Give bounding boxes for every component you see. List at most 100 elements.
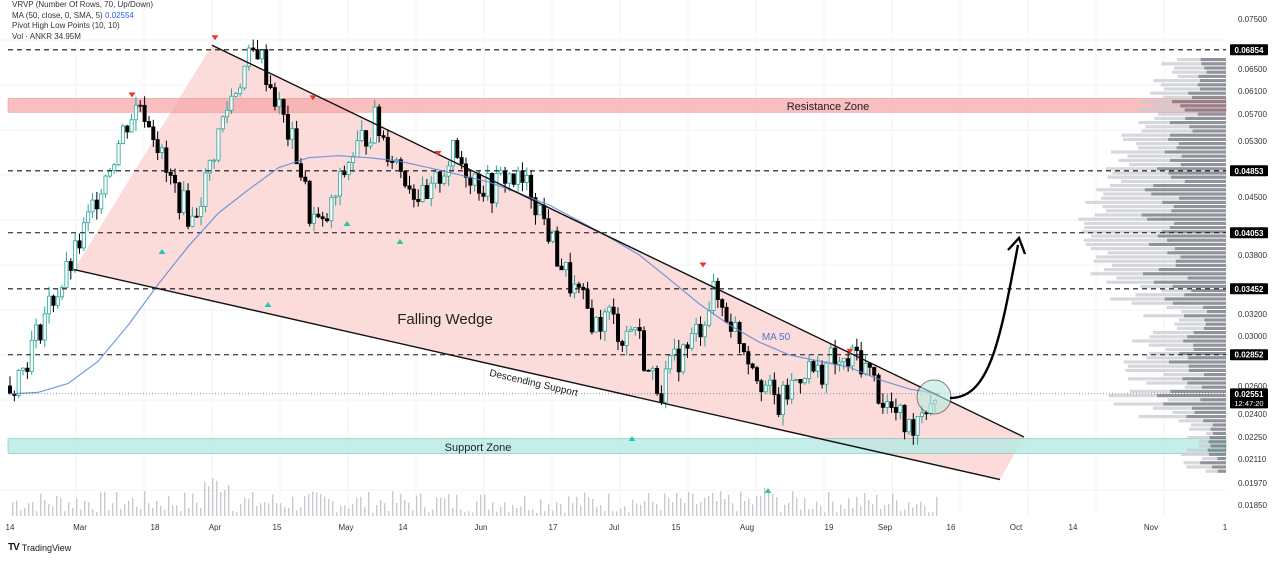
candle-body[interactable] (151, 126, 156, 141)
candle-body[interactable] (320, 216, 325, 220)
candle-body[interactable] (142, 104, 147, 122)
candle-body[interactable] (811, 361, 816, 372)
candle-body[interactable] (490, 173, 495, 204)
candle-body[interactable] (798, 379, 803, 384)
candle-body[interactable] (420, 185, 425, 202)
candle-body[interactable] (60, 287, 65, 298)
candle-body[interactable] (694, 323, 699, 334)
candle-body[interactable] (676, 348, 681, 373)
candle-body[interactable] (146, 121, 151, 128)
candle-body[interactable] (338, 171, 343, 197)
candle-body[interactable] (624, 330, 629, 346)
candle-body[interactable] (199, 206, 204, 217)
candle-body[interactable] (264, 49, 269, 85)
candle-body[interactable] (181, 190, 186, 213)
candle-body[interactable] (720, 299, 725, 308)
candle-body[interactable] (681, 344, 686, 373)
candle-body[interactable] (368, 142, 373, 147)
candle-body[interactable] (203, 172, 208, 207)
candle-body[interactable] (246, 47, 251, 67)
candle-body[interactable] (86, 211, 91, 224)
candle-body[interactable] (468, 176, 473, 186)
candle-body[interactable] (850, 346, 855, 367)
candle-body[interactable] (854, 346, 859, 351)
candle-body[interactable] (359, 130, 364, 141)
price-tag[interactable]: 0.03452 (1230, 283, 1268, 295)
candle-body[interactable] (173, 174, 178, 184)
candle-body[interactable] (481, 192, 486, 197)
candle-body[interactable] (285, 113, 290, 140)
candle-body[interactable] (220, 116, 225, 130)
candle-body[interactable] (238, 87, 243, 94)
candle-body[interactable] (750, 363, 755, 369)
candle-body[interactable] (112, 164, 117, 171)
candle-body[interactable] (351, 156, 356, 164)
candle-body[interactable] (216, 128, 221, 161)
candle-body[interactable] (863, 362, 868, 375)
candle-body[interactable] (294, 128, 299, 165)
candle-body[interactable] (120, 125, 125, 144)
candle-body[interactable] (702, 324, 707, 338)
candle-body[interactable] (672, 348, 677, 357)
candle-body[interactable] (828, 347, 833, 364)
candle-body[interactable] (633, 327, 638, 331)
candle-body[interactable] (177, 182, 182, 213)
candle-body[interactable] (529, 174, 534, 199)
candle-body[interactable] (781, 384, 786, 415)
candle-body[interactable] (620, 341, 625, 346)
candle-body[interactable] (585, 289, 590, 309)
candle-body[interactable] (38, 324, 43, 341)
candle-body[interactable] (655, 368, 660, 394)
candle-body[interactable] (689, 333, 694, 349)
candle-body[interactable] (576, 283, 581, 288)
candle-body[interactable] (607, 306, 612, 313)
candle-body[interactable] (794, 379, 799, 381)
candle-body[interactable] (776, 394, 781, 415)
breakout-arrow[interactable] (949, 244, 1020, 400)
breakout-circle[interactable] (916, 379, 952, 415)
candle-body[interactable] (7, 385, 12, 394)
candle-body[interactable] (615, 313, 620, 342)
candle-body[interactable] (898, 404, 903, 413)
candle-body[interactable] (311, 213, 316, 224)
candle-body[interactable] (537, 205, 542, 216)
candle-body[interactable] (429, 182, 434, 199)
candle-body[interactable] (129, 119, 134, 133)
candle-body[interactable] (815, 364, 820, 372)
candle-body[interactable] (807, 361, 812, 379)
candle-body[interactable] (477, 173, 482, 194)
candle-body[interactable] (668, 355, 673, 370)
candle-body[interactable] (563, 262, 568, 271)
candle-body[interactable] (81, 222, 86, 249)
candle-body[interactable] (42, 313, 47, 341)
candle-body[interactable] (329, 196, 334, 222)
candle-body[interactable] (307, 180, 312, 224)
candle-body[interactable] (51, 295, 56, 306)
candle-body[interactable] (272, 87, 277, 107)
candle-body[interactable] (225, 109, 230, 118)
candle-body[interactable] (498, 170, 503, 174)
candle-body[interactable] (746, 351, 751, 365)
candle-body[interactable] (229, 95, 234, 111)
candle-body[interactable] (841, 358, 846, 363)
candle-body[interactable] (642, 330, 647, 371)
candle-body[interactable] (34, 324, 39, 341)
candle-body[interactable] (333, 195, 338, 198)
candle-body[interactable] (403, 170, 408, 187)
candle-body[interactable] (364, 130, 369, 147)
candle-body[interactable] (159, 147, 164, 154)
volume-legend[interactable]: Vol · ANKR 34.95M (12, 31, 81, 41)
descending-resistance-line[interactable] (211, 44, 1025, 438)
candle-body[interactable] (168, 171, 173, 176)
candle-body[interactable] (25, 367, 30, 372)
candle-body[interactable] (516, 170, 521, 185)
candle-body[interactable] (459, 157, 464, 165)
candle-body[interactable] (212, 159, 217, 162)
candle-body[interactable] (872, 366, 877, 376)
candle-body[interactable] (64, 261, 69, 288)
candle-body[interactable] (737, 322, 742, 344)
candle-body[interactable] (472, 173, 477, 186)
candle-body[interactable] (533, 197, 538, 216)
candle-body[interactable] (29, 339, 34, 372)
